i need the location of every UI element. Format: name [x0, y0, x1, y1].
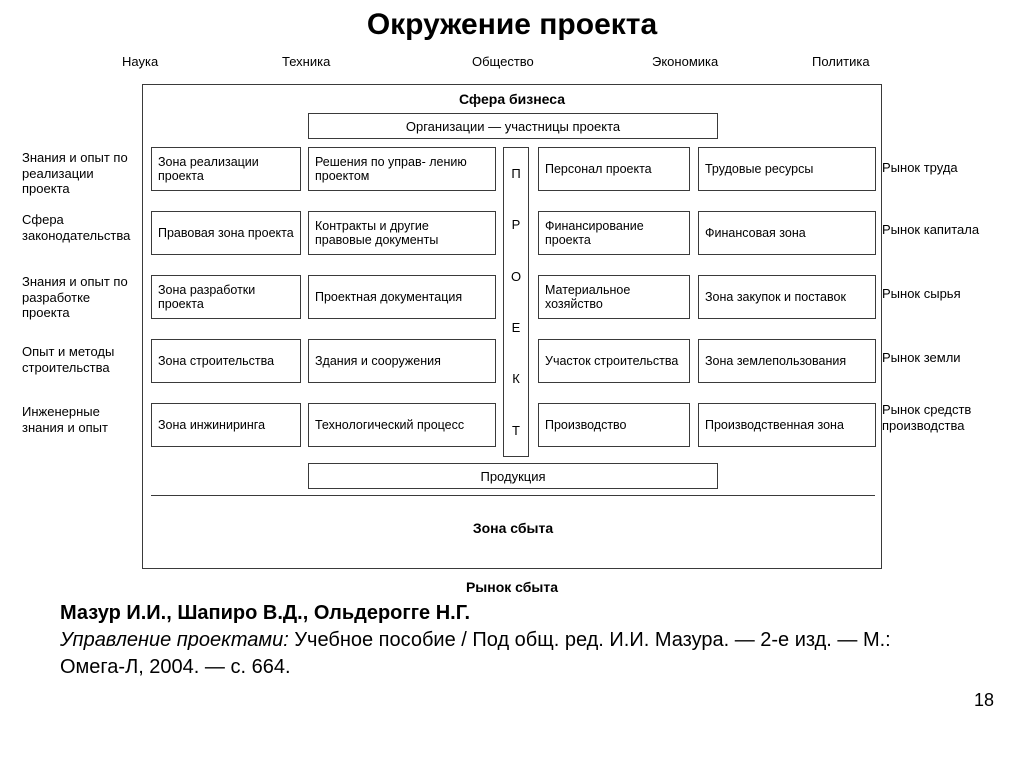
- grid-cell-r1-c1: Контракты и другие правовые документы: [308, 211, 496, 255]
- zona-sbyta-box: Зона сбыта: [151, 495, 875, 559]
- right-label-2: Рынок сырья: [882, 286, 1002, 302]
- grid-cell-r0-c1: Решения по управ- лению проектом: [308, 147, 496, 191]
- outer-frame: Сфера бизнеса Организации — участницы пр…: [142, 84, 882, 569]
- grid-cell-r3-c2: Участок строительства: [538, 339, 690, 383]
- citation-title: Управление проектами:: [60, 629, 289, 651]
- grid-cell-r2-c3: Зона закупок и поставок: [698, 275, 876, 319]
- grid-cell-r2-c1: Проектная документация: [308, 275, 496, 319]
- page-number: 18: [974, 690, 994, 711]
- page-title: Окружение проекта: [0, 0, 1024, 54]
- grid-cell-r4-c0: Зона инжиниринга: [151, 403, 301, 447]
- left-label-0: Знания и опыт по реализации проекта: [22, 150, 137, 197]
- right-label-1: Рынок капитала: [882, 222, 1002, 238]
- left-label-1: Сфера законодательства: [22, 212, 137, 243]
- left-label-4: Инженерные знания и опыт: [22, 404, 137, 435]
- org-box: Организации — участницы проекта: [308, 113, 718, 139]
- top-label-tehnika: Техника: [282, 54, 330, 69]
- citation-authors: Мазур И.И., Шапиро В.Д., Ольдерогге Н.Г.: [60, 602, 470, 624]
- top-label-ekonomika: Экономика: [652, 54, 718, 69]
- grid-cell-r0-c2: Персонал проекта: [538, 147, 690, 191]
- product-box: Продукция: [308, 463, 718, 489]
- top-label-politika: Политика: [812, 54, 870, 69]
- grid-cell-r1-c2: Финансирование проекта: [538, 211, 690, 255]
- grid-cell-r4-c1: Технологический процесс: [308, 403, 496, 447]
- right-label-4: Рынок средств производства: [882, 402, 1002, 433]
- rynok-sbyta-label: Рынок сбыта: [142, 579, 882, 595]
- left-label-2: Знания и опыт по разработке проекта: [22, 274, 137, 321]
- right-label-0: Рынок труда: [882, 160, 1002, 176]
- grid-cell-r1-c0: Правовая зона проекта: [151, 211, 301, 255]
- project-letter: П: [511, 166, 520, 181]
- right-label-3: Рынок земли: [882, 350, 1002, 366]
- project-letter: К: [512, 371, 520, 386]
- grid-cell-r3-c0: Зона строительства: [151, 339, 301, 383]
- citation: Мазур И.И., Шапиро В.Д., Ольдерогге Н.Г.…: [60, 600, 940, 681]
- top-label-obshchestvo: Общество: [472, 54, 534, 69]
- grid-cell-r4-c2: Производство: [538, 403, 690, 447]
- sphere-label: Сфера бизнеса: [143, 91, 881, 107]
- project-letter: О: [511, 269, 521, 284]
- grid-cell-r2-c0: Зона разработки проекта: [151, 275, 301, 319]
- grid-cell-r4-c3: Производственная зона: [698, 403, 876, 447]
- grid-cell-r3-c3: Зона землепользования: [698, 339, 876, 383]
- project-letter: Е: [512, 320, 521, 335]
- grid-cell-r3-c1: Здания и сооружения: [308, 339, 496, 383]
- top-label-nauka: Наука: [122, 54, 158, 69]
- grid-cell-r0-c3: Трудовые ресурсы: [698, 147, 876, 191]
- project-vertical: П Р О Е К Т: [503, 147, 529, 457]
- top-label-row: Наука Техника Общество Экономика Политик…: [22, 54, 1002, 78]
- grid-cell-r1-c3: Финансовая зона: [698, 211, 876, 255]
- grid-cell-r0-c0: Зона реализации проекта: [151, 147, 301, 191]
- project-letter: Т: [512, 423, 520, 438]
- grid-cell-r2-c2: Материальное хозяйство: [538, 275, 690, 319]
- left-label-3: Опыт и методы строительства: [22, 344, 137, 375]
- project-letter: Р: [512, 217, 521, 232]
